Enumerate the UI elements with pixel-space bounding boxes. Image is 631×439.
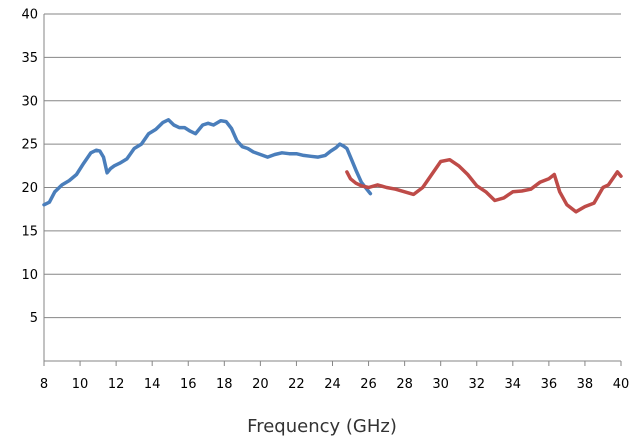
y-tick-label: 20 <box>21 181 38 196</box>
tick-labels: 5 10 15 20 25 30 35 40 8 10 12 14 16 18 20 22 24 26 28 30 32… <box>21 8 629 393</box>
series-lines <box>42 118 623 214</box>
x-tick-label: 16 <box>180 377 197 392</box>
series-line-2 <box>345 157 623 214</box>
x-tick-label: 32 <box>468 377 485 392</box>
y-tick-label: 15 <box>21 224 38 239</box>
x-tick-label: 26 <box>360 377 377 392</box>
x-tick-label: 36 <box>541 377 558 392</box>
x-axis-title: Frequency (GHz) <box>247 416 397 437</box>
x-tick-label: 18 <box>216 377 233 392</box>
x-tick-label: 34 <box>505 377 522 392</box>
x-tick-label: 10 <box>72 377 89 392</box>
y-tick-label: 30 <box>21 94 38 109</box>
x-tick-label: 24 <box>324 377 341 392</box>
y-tick-label: 5 <box>30 311 38 326</box>
x-tick-label: 22 <box>288 377 305 392</box>
x-tick-label: 20 <box>252 377 269 392</box>
y-tick-label: 35 <box>21 51 38 66</box>
x-tick-label: 12 <box>108 377 125 392</box>
axes <box>43 14 622 366</box>
x-tick-label: 38 <box>577 377 594 392</box>
series-line-1 <box>42 118 373 207</box>
gridlines <box>44 13 621 319</box>
x-tick-label: 40 <box>613 377 630 392</box>
y-tick-label: 40 <box>21 8 38 23</box>
y-tick-label: 10 <box>21 268 38 283</box>
y-tick-label: 25 <box>21 138 38 153</box>
x-tick-label: 28 <box>396 377 413 392</box>
x-tick-label: 8 <box>40 377 48 392</box>
x-tick-label: 14 <box>144 377 161 392</box>
x-tick-label: 30 <box>432 377 449 392</box>
